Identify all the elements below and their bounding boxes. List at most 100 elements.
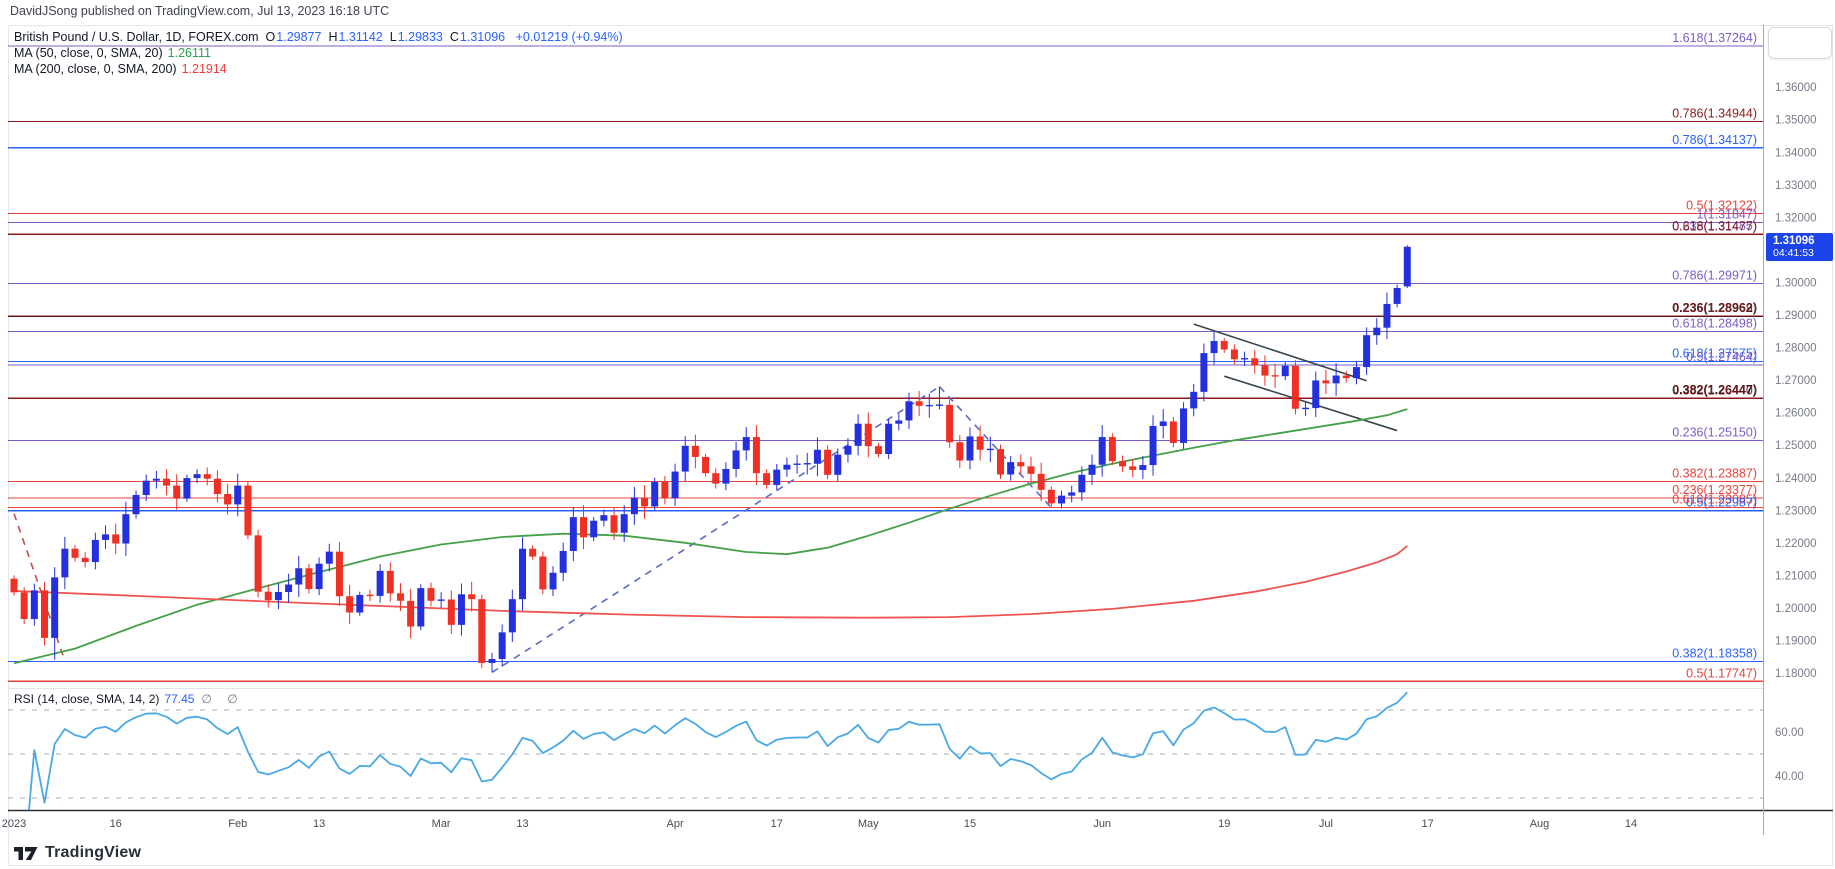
time-tick-label: 16 [110, 818, 122, 830]
candle-body [213, 478, 221, 495]
ma-line[interactable] [13, 545, 1408, 619]
price-tick-label: 1.29000 [1775, 310, 1817, 322]
chart-legend: British Pound / U.S. Dollar, 1D, FOREX.c… [14, 29, 623, 77]
candle-body [274, 592, 282, 601]
candle-body [254, 535, 262, 592]
candle-body [315, 563, 323, 590]
candle-body [193, 474, 201, 479]
candle-body [620, 514, 628, 533]
fib-label: 0.618(1.23085) [1672, 493, 1757, 507]
trendline-wave-bc[interactable] [938, 386, 1052, 509]
candle-body [722, 468, 730, 484]
symbol-title[interactable]: British Pound / U.S. Dollar, 1D, FOREX.c… [14, 30, 259, 44]
time-tick-label: Mar [432, 818, 451, 830]
rsi-tick-label: 60.00 [1775, 727, 1804, 739]
rsi-pane: 60.00 40.00 [8, 691, 1804, 864]
fib-label: 1(1.31847) [1697, 207, 1757, 221]
fib-label: 0.382(1.26440) [1672, 383, 1757, 397]
candle-body [1230, 349, 1238, 360]
candle-body [1261, 365, 1269, 376]
fib-label: 0.786(1.34944) [1672, 107, 1757, 121]
candle-body [498, 632, 506, 660]
candle-body [173, 485, 181, 499]
candle-body [661, 481, 669, 499]
ma-slow-value: 1.21914 [181, 62, 227, 76]
candle-body [905, 401, 913, 421]
candle-body [224, 494, 232, 505]
candle-body [346, 596, 354, 613]
trendline-flag-lower[interactable] [1223, 375, 1398, 432]
candle-body [1007, 462, 1015, 475]
ma-line[interactable] [13, 408, 1408, 665]
fib-lines-layer [8, 45, 1763, 682]
candle-body [508, 599, 516, 633]
fib-label: 0.618(1.31477) [1672, 219, 1757, 233]
candle-body [1159, 421, 1167, 426]
price-tick-label: 1.18000 [1775, 668, 1817, 680]
rsi-hidden-series-icon: ∅ ∅ [201, 692, 244, 706]
candle-body [1352, 367, 1360, 379]
candle-body [1393, 287, 1401, 304]
rsi-line[interactable] [24, 691, 1408, 864]
candle-body [641, 497, 649, 507]
candle-body [742, 437, 750, 451]
candle-body [895, 420, 903, 424]
candle-body [1088, 464, 1096, 475]
candle-body [20, 592, 28, 620]
candle-body [447, 599, 455, 625]
rsi-value: 77.45 [164, 692, 195, 706]
candle-body [285, 584, 293, 593]
candle-body [335, 551, 343, 597]
price-axis[interactable]: 1.18000 1.19000 1.20000 1.21000 1.22000 1.230… [1775, 50, 1817, 680]
time-tick-label: 2023 [2, 818, 26, 830]
fib-label: 0.236(1.23377) [1672, 483, 1757, 497]
candle-body [773, 469, 781, 485]
candle-body [864, 423, 872, 447]
candle-body [691, 445, 699, 457]
time-axis[interactable]: 2023 16 Feb 13 Mar 13 Apr 17 May 15 Jun 19 Jul 17 Aug 1… [2, 818, 1637, 830]
candle-body [437, 599, 445, 601]
time-tick-label: Aug [1530, 818, 1550, 830]
candle-body [610, 515, 618, 533]
candle-body [478, 599, 486, 663]
candle-body [1139, 465, 1147, 470]
fib-label: 0.5(1.17747) [1686, 666, 1757, 680]
candle-body [854, 423, 862, 446]
candle-body [539, 556, 547, 590]
candle-body [1322, 380, 1330, 384]
rsi-label[interactable]: RSI (14, close, SMA, 14, 2) [14, 692, 160, 706]
fib-label: 0.236(1.31485) [1672, 219, 1757, 233]
price-tick-label: 1.20000 [1775, 603, 1817, 615]
fib-label: 0.618(1.28498) [1672, 316, 1757, 330]
candle-body [91, 539, 99, 563]
candle-body [325, 551, 333, 564]
candle-body [1078, 474, 1086, 493]
candle-body [376, 570, 384, 596]
moving-averages-layer [13, 408, 1408, 665]
bar-countdown: 04:41:53 [1773, 247, 1814, 259]
candle-body [712, 473, 720, 484]
trendline-wave-ab[interactable] [491, 385, 940, 674]
ma-fast-label[interactable]: MA (50, close, 0, SMA, 20) [14, 46, 163, 60]
candles-layer [10, 245, 1411, 673]
fib-label: 0.5(1.22987) [1686, 496, 1757, 510]
candle-body [986, 448, 994, 451]
candle-body [1027, 466, 1035, 474]
candle-body [580, 517, 588, 538]
candle-body [1332, 375, 1340, 384]
candle-body [41, 590, 49, 638]
ma-slow-label[interactable]: MA (200, close, 0, SMA, 200) [14, 62, 177, 76]
candle-body [112, 534, 120, 544]
candle-body [1169, 421, 1177, 443]
tradingview-watermark[interactable]: TradingView [14, 844, 141, 862]
trendline-flag-upper[interactable] [1193, 323, 1367, 382]
candle-body [234, 485, 242, 505]
ma-fast-value: 1.26111 [167, 46, 212, 60]
candle-body [152, 478, 160, 481]
candle-body [824, 449, 832, 475]
time-tick-label: May [858, 818, 879, 830]
candle-body [1180, 408, 1188, 443]
candle-body [559, 550, 567, 573]
candle-body [1271, 375, 1279, 377]
